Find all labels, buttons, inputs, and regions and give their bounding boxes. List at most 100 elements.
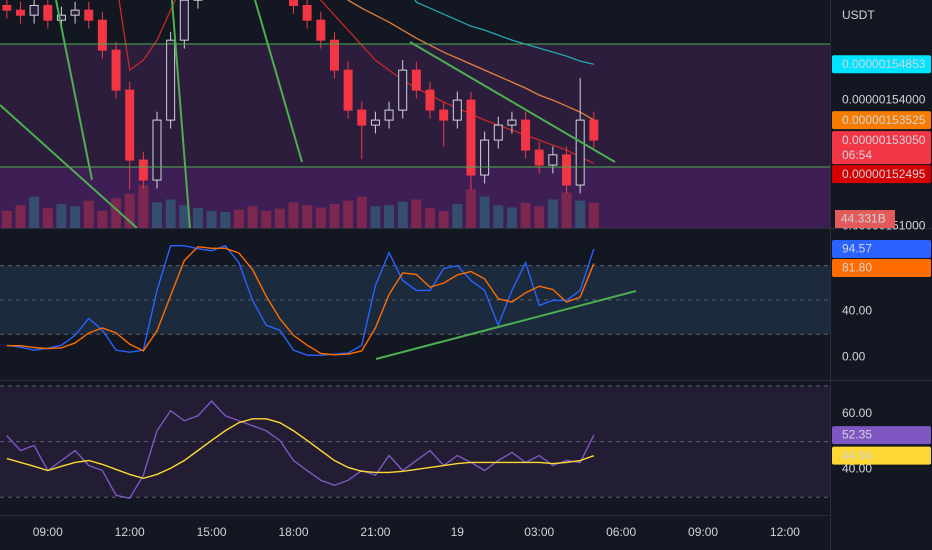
volume-bar	[493, 205, 504, 228]
volume-bar	[15, 205, 26, 228]
candle-body	[152, 119, 162, 181]
x-tick-label: 03:00	[524, 525, 554, 539]
candle-body	[370, 119, 380, 126]
value-label: 94.57	[842, 242, 872, 256]
value-label-box	[832, 258, 931, 277]
candle-body	[521, 119, 531, 151]
countdown-label: 06:54	[842, 148, 872, 162]
y-tick-label: 0.00	[842, 349, 866, 363]
candle-body	[343, 69, 353, 111]
volume-bar	[247, 206, 258, 228]
x-tick-label: 12:00	[770, 525, 800, 539]
candle-body	[398, 69, 408, 111]
x-tick-label: 15:00	[197, 525, 227, 539]
volume-label-box	[835, 210, 895, 228]
zone-lower	[0, 167, 830, 228]
volume-bar	[288, 202, 299, 228]
value-label: 0.00000153525	[842, 113, 926, 127]
value-label: 0.00000154853	[842, 57, 926, 71]
volume-bar	[42, 208, 53, 228]
volume-bar	[329, 204, 340, 228]
value-label: 0.00000152495	[842, 167, 926, 181]
candle-body	[289, 0, 299, 6]
candle-body	[466, 99, 476, 176]
trend-line	[55, 0, 93, 181]
value-label-box	[832, 239, 931, 258]
value-label-box	[832, 111, 931, 130]
volume-bar	[138, 185, 149, 228]
volume-bar	[397, 201, 408, 228]
volume-bar	[384, 205, 395, 228]
y-tick-label: 40.00	[842, 462, 872, 476]
trend-line	[409, 41, 616, 163]
volume-bar	[220, 212, 231, 228]
volume-bar	[411, 199, 422, 228]
volume-bar	[479, 196, 490, 228]
indicator-line	[6, 244, 595, 356]
volume-bar	[561, 192, 572, 228]
indicator-line	[6, 245, 595, 356]
volume-bar	[261, 210, 272, 228]
value-label-box	[832, 131, 931, 165]
candle-body	[29, 4, 39, 16]
candle-body	[111, 49, 121, 91]
volume-bar	[97, 210, 108, 228]
price-pane	[1, 0, 599, 228]
x-tick-label: 06:00	[606, 525, 636, 539]
volume-bar	[83, 200, 94, 228]
volume-bar	[1, 210, 12, 228]
value-label-box	[832, 446, 931, 465]
volume-bar	[151, 202, 162, 228]
candle-body	[575, 119, 585, 186]
candle-body	[480, 139, 490, 176]
candle-body	[384, 109, 394, 121]
drawings	[0, 0, 830, 360]
volume-bar	[465, 189, 476, 228]
candle-body	[70, 9, 80, 16]
candle-body	[138, 159, 148, 181]
volume-bar	[452, 204, 463, 228]
zone-upper	[0, 44, 830, 167]
candle-body	[425, 89, 435, 111]
value-label: 44.94	[842, 448, 872, 462]
volume-bar	[179, 205, 190, 228]
trend-line	[375, 290, 637, 360]
scale-labels: 0.000001540000.0000015100044.331B40.000.…	[832, 55, 931, 476]
trend-line	[0, 104, 138, 229]
volume-bar	[206, 210, 217, 228]
candle-body	[316, 19, 326, 41]
rsi-pane	[0, 385, 830, 500]
volume-bar	[165, 199, 176, 228]
candle-body	[2, 4, 12, 11]
trend-line	[171, 0, 191, 229]
volume-bar	[56, 204, 67, 228]
value-label: 81.80	[842, 261, 872, 275]
value-label: 52.35	[842, 428, 872, 442]
volume-bar	[370, 206, 381, 228]
volume-bar	[547, 199, 558, 228]
volume-bar	[302, 205, 313, 228]
x-tick-label: 21:00	[360, 525, 390, 539]
candle-body	[43, 4, 53, 21]
volume-bar	[192, 208, 203, 228]
quote-currency: USDT	[842, 8, 875, 22]
x-tick-label: 18:00	[278, 525, 308, 539]
volume-bar	[124, 193, 135, 228]
moving-average	[118, 0, 595, 165]
candle-body	[125, 89, 135, 161]
volume-bar	[111, 198, 122, 228]
y-tick-label: 0.00000154000	[842, 92, 926, 106]
candle-body	[97, 19, 107, 51]
candle-body	[589, 119, 599, 141]
moving-average	[414, 0, 594, 65]
volume-bar	[425, 208, 436, 228]
volume-label: 44.331B	[841, 212, 886, 226]
volume-bar	[274, 208, 285, 228]
candle-body	[534, 149, 544, 166]
candle-body	[329, 39, 339, 71]
volume-bar	[438, 210, 449, 228]
candle-body	[411, 69, 421, 91]
x-tick-label: 09:00	[33, 525, 63, 539]
value-label-box	[832, 426, 931, 445]
